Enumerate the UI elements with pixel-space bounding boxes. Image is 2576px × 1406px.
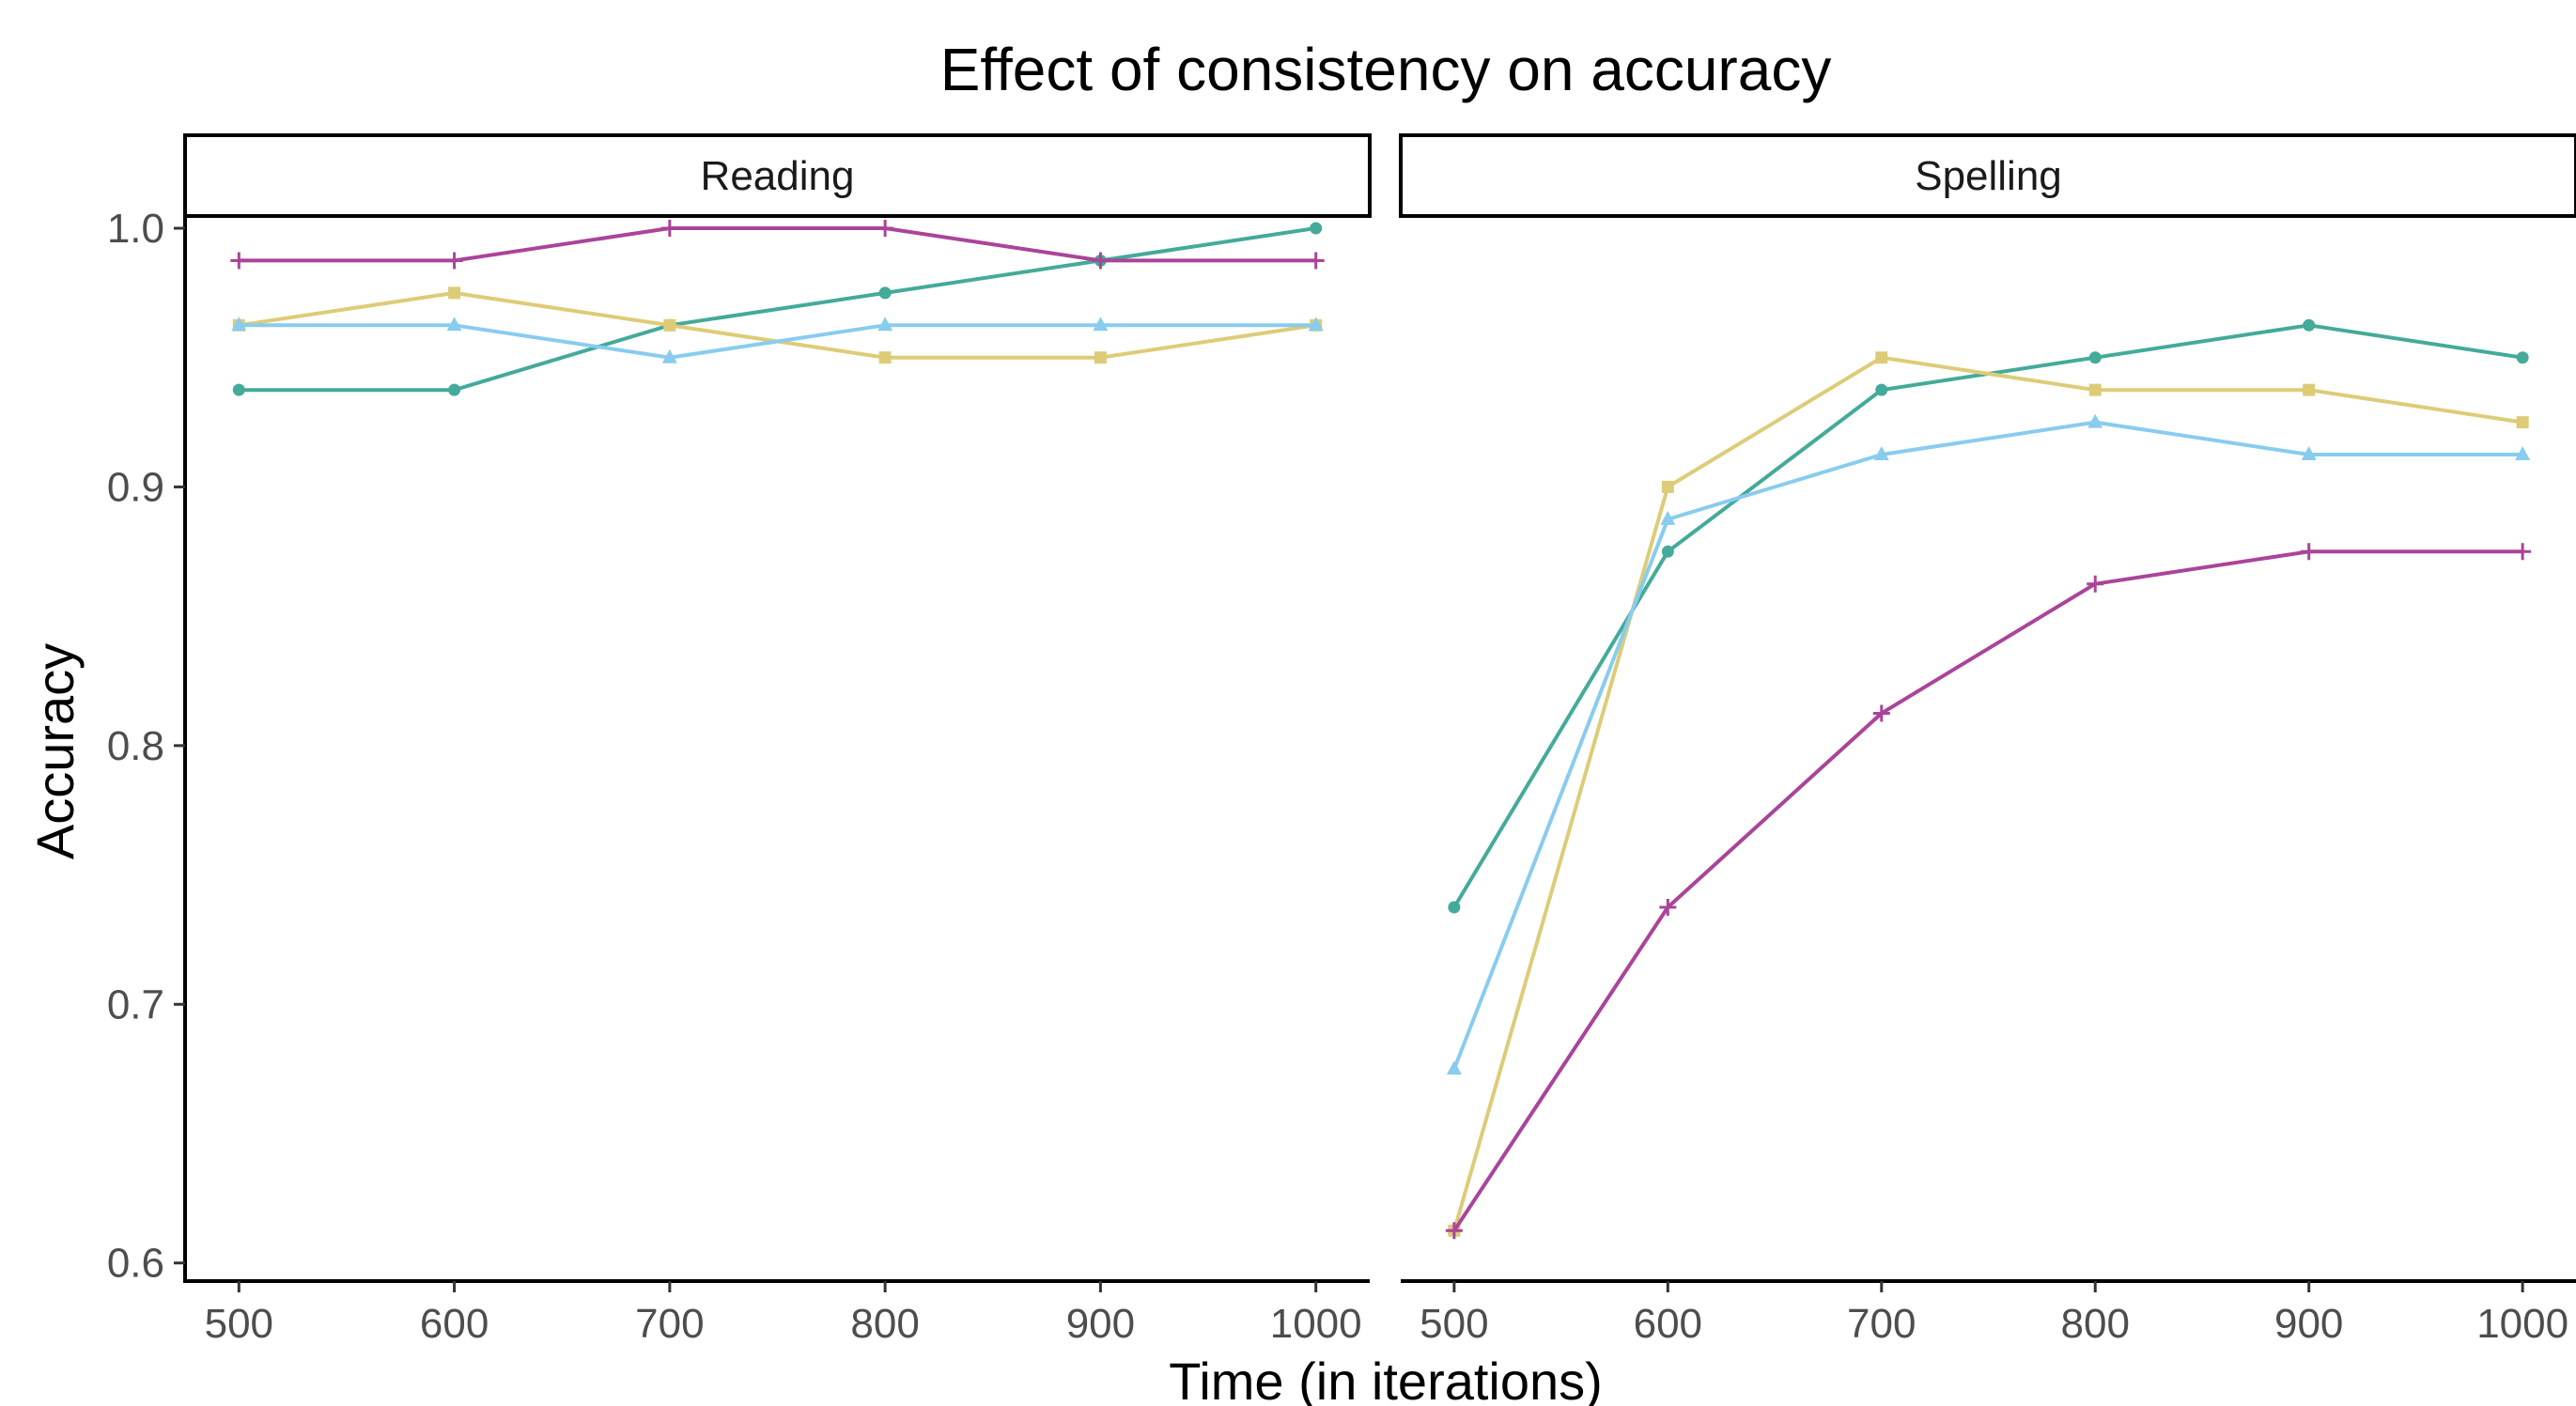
series-path	[1451, 355, 2523, 1231]
data-point	[1875, 351, 1888, 364]
data-point	[2514, 543, 2532, 561]
data-point	[448, 383, 461, 396]
series-path	[239, 226, 1316, 263]
data-point	[1307, 252, 1325, 270]
panel-reading: Reading 0.6 0.7 0.8 0.9 1.0 500 600 700 800 900 100…	[107, 133, 1372, 1347]
y-tick-label: 1.0	[107, 206, 164, 252]
series-path	[239, 323, 1316, 360]
y-tick-label: 0.7	[107, 981, 164, 1027]
data-point	[1308, 317, 1324, 332]
facet-strip-label: Spelling	[1915, 153, 2062, 199]
x-axis-title: Time (in iterations)	[1169, 1352, 1603, 1406]
series-line-1	[1448, 318, 2529, 914]
series-line-1	[232, 222, 1323, 396]
y-tick-label: 0.9	[107, 464, 164, 510]
facet-strip	[183, 133, 1372, 218]
data-point	[1093, 317, 1109, 332]
data-point	[232, 383, 245, 396]
x-tick-label: 600	[420, 1301, 489, 1347]
series-path	[1452, 323, 2523, 909]
x-tick-label: 600	[1634, 1301, 1702, 1347]
data-point	[2303, 383, 2316, 396]
facet-strip	[1399, 133, 2576, 218]
data-point	[230, 252, 248, 270]
panel-spelling: Spelling 500 600 700 800 900 1000	[1399, 133, 2576, 1347]
data-point	[663, 318, 676, 332]
facet-panels: Reading 0.6 0.7 0.8 0.9 1.0 500 600 700 800 900 100…	[107, 133, 2576, 1347]
data-point	[2088, 351, 2102, 364]
data-point	[2087, 413, 2103, 428]
y-axis-title: Accuracy	[25, 643, 85, 859]
x-tick-label: 1000	[2476, 1301, 2568, 1347]
x-tick-label: 700	[1847, 1301, 1916, 1347]
data-point	[231, 317, 247, 332]
x-tick-label: 900	[2274, 1301, 2343, 1347]
data-point	[878, 286, 892, 300]
data-point	[661, 348, 677, 363]
data-point	[448, 286, 461, 300]
data-point	[1310, 222, 1323, 235]
x-tick-label: 1000	[1270, 1301, 1362, 1347]
data-point	[2301, 446, 2317, 461]
data-point	[2516, 351, 2529, 364]
data-point	[1873, 446, 1889, 461]
series-path	[1452, 420, 2523, 1070]
data-point	[1094, 351, 1107, 364]
data-point	[1872, 704, 1890, 722]
data-point	[2087, 575, 2104, 593]
data-point	[1092, 252, 1110, 270]
data-point	[660, 220, 678, 238]
series-path	[1452, 549, 2523, 1232]
facet-strip-label: Reading	[701, 153, 855, 199]
data-point	[878, 351, 892, 364]
data-point	[2088, 383, 2102, 396]
data-point	[2516, 416, 2529, 429]
data-point	[877, 317, 893, 332]
x-tick-label: 800	[2061, 1301, 2130, 1347]
data-point	[1661, 545, 1674, 558]
x-tick-label: 900	[1066, 1301, 1135, 1347]
data-point	[445, 252, 463, 270]
data-point	[1659, 899, 1677, 917]
series-line-4	[230, 220, 1325, 270]
x-tick-label: 500	[205, 1301, 273, 1347]
data-point	[2303, 318, 2316, 332]
data-point	[1446, 1060, 1462, 1075]
data-point	[1875, 383, 1888, 396]
data-point	[877, 220, 894, 238]
series-line-2	[1448, 351, 2529, 1237]
y-tick-label: 0.6	[107, 1241, 164, 1287]
series-line-3	[1446, 413, 2531, 1075]
data-point	[1448, 901, 1461, 914]
data-point	[446, 317, 462, 332]
data-point	[2515, 446, 2531, 461]
chart-title: Effect of consistency on accuracy	[940, 36, 1832, 103]
series-path	[239, 226, 1316, 393]
x-tick-label: 800	[850, 1301, 919, 1347]
data-point	[1445, 1222, 1463, 1240]
x-tick-label: 500	[1420, 1301, 1488, 1347]
data-point	[2300, 543, 2318, 561]
data-point	[1660, 510, 1676, 525]
series-line-3	[231, 317, 1324, 363]
data-point	[1661, 480, 1674, 493]
x-tick-label: 700	[635, 1301, 704, 1347]
y-tick-label: 0.8	[107, 723, 164, 769]
series-line-4	[1445, 543, 2532, 1240]
